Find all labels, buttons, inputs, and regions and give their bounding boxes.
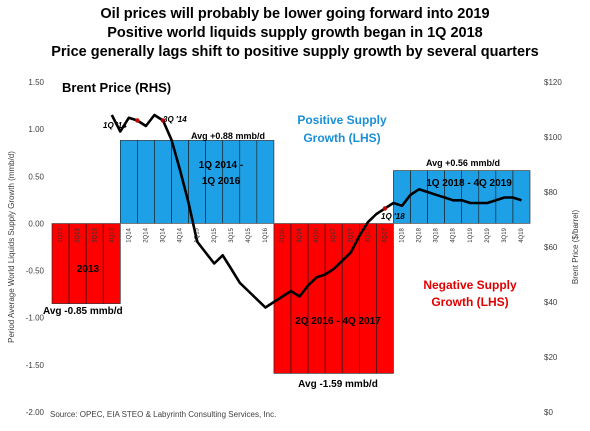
annotation-8: 1Q 2016 bbox=[202, 176, 241, 187]
chart-title-line-3: Price generally lags shift to positive s… bbox=[51, 44, 539, 60]
y-tick-label: 0.00 bbox=[28, 219, 44, 228]
bar-1Q14 bbox=[119, 140, 138, 224]
category-label-4Q18: 4Q18 bbox=[451, 227, 457, 242]
annotation-14: Growth (LHS) bbox=[431, 295, 508, 309]
category-label-4Q13: 4Q13 bbox=[109, 227, 115, 242]
category-label-1Q13: 1Q13 bbox=[58, 227, 64, 242]
category-label-4Q14: 4Q14 bbox=[178, 227, 184, 242]
category-label-3Q16: 3Q16 bbox=[297, 227, 303, 242]
bar-1Q16 bbox=[256, 140, 275, 224]
y2-tick-label: $80 bbox=[544, 188, 558, 197]
y-tick-label: 1.00 bbox=[28, 125, 44, 134]
brent-price-line bbox=[110, 113, 522, 309]
annotation-12: Avg -1.59 mmb/d bbox=[298, 379, 378, 390]
bar-4Q15 bbox=[239, 140, 258, 224]
bar-3Q16 bbox=[290, 223, 309, 374]
category-label-3Q17: 3Q17 bbox=[365, 227, 371, 242]
category-label-4Q17: 4Q17 bbox=[382, 227, 388, 242]
y-axis-title: Period Average World Liquids Supply Grow… bbox=[7, 151, 16, 343]
y-tick-label: -0.50 bbox=[26, 267, 45, 276]
category-label-1Q18: 1Q18 bbox=[400, 227, 406, 242]
y2-axis-title: Brent Price ($/barrel) bbox=[571, 210, 580, 285]
chart-title-line-1: Oil prices will probably be lower going … bbox=[100, 6, 490, 22]
bar-2Q14 bbox=[137, 140, 155, 224]
category-label-1Q14: 1Q14 bbox=[126, 227, 132, 242]
y2-tick-label: $40 bbox=[544, 298, 558, 307]
price-marker-1 bbox=[160, 118, 166, 123]
category-label-3Q19: 3Q19 bbox=[502, 227, 508, 242]
category-label-4Q15: 4Q15 bbox=[246, 227, 252, 242]
annotation-2: 3Q '14 bbox=[163, 115, 187, 124]
annotation-3: 1Q '18 bbox=[381, 212, 405, 221]
chart-title-line-2: Positive world liquids supply growth beg… bbox=[107, 25, 483, 41]
annotation-9: 2013 bbox=[77, 264, 100, 275]
annotation-0: Brent Price (RHS) bbox=[62, 80, 171, 95]
bar-3Q17 bbox=[358, 223, 377, 374]
category-label-2Q17: 2Q17 bbox=[348, 227, 354, 242]
bar-2Q17 bbox=[341, 223, 360, 374]
category-label-2Q13: 2Q13 bbox=[75, 227, 81, 242]
category-label-2Q15: 2Q15 bbox=[212, 227, 218, 242]
y-tick-label: 0.50 bbox=[28, 172, 44, 181]
annotation-7: 1Q 2014 - bbox=[199, 160, 243, 171]
annotation-15: Avg +0.56 mmb/d bbox=[426, 158, 500, 168]
category-label-2Q18: 2Q18 bbox=[417, 227, 423, 242]
annotation-10: Avg -0.85 mmb/d bbox=[43, 306, 123, 317]
category-label-1Q16: 1Q16 bbox=[263, 227, 269, 242]
category-label-3Q18: 3Q18 bbox=[434, 227, 440, 242]
category-label-4Q19: 4Q19 bbox=[519, 227, 525, 242]
category-label-2Q19: 2Q19 bbox=[485, 227, 491, 242]
source-note: Source: OPEC, EIA STEO & Labyrinth Consu… bbox=[50, 410, 277, 419]
category-label-3Q13: 3Q13 bbox=[92, 227, 98, 242]
bar-4Q17 bbox=[376, 223, 394, 374]
price-marker-2 bbox=[382, 206, 388, 211]
annotation-5: Positive Supply bbox=[297, 113, 387, 127]
annotation-4: Avg +0.88 mmb/d bbox=[191, 131, 265, 141]
annotation-16: 1Q 2018 - 4Q 2019 bbox=[426, 178, 512, 189]
category-label-3Q15: 3Q15 bbox=[229, 227, 235, 242]
y-tick-label: 1.50 bbox=[28, 78, 44, 87]
category-label-1Q19: 1Q19 bbox=[468, 227, 474, 242]
bar-2Q16 bbox=[273, 223, 292, 374]
annotation-13: Negative Supply bbox=[423, 278, 517, 292]
bar-3Q14 bbox=[154, 140, 172, 224]
annotation-11: 2Q 2016 - 4Q 2017 bbox=[295, 316, 381, 327]
category-label-1Q17: 1Q17 bbox=[331, 227, 337, 242]
category-label-1Q15: 1Q15 bbox=[195, 227, 201, 242]
y-tick-label: -2.00 bbox=[26, 408, 45, 417]
y-tick-label: -1.00 bbox=[26, 314, 45, 323]
y2-tick-label: $120 bbox=[544, 78, 562, 87]
bar-4Q16 bbox=[307, 223, 326, 374]
y2-tick-label: $20 bbox=[544, 353, 558, 362]
category-label-3Q14: 3Q14 bbox=[161, 227, 167, 242]
y2-tick-label: $0 bbox=[544, 408, 553, 417]
category-label-2Q16: 2Q16 bbox=[280, 227, 286, 242]
y2-tick-label: $60 bbox=[544, 243, 558, 252]
y2-tick-label: $100 bbox=[544, 133, 562, 142]
annotation-6: Growth (LHS) bbox=[303, 131, 380, 145]
bar-2Q18 bbox=[410, 170, 428, 224]
y-tick-label: -1.50 bbox=[26, 361, 45, 370]
bar-1Q17 bbox=[324, 223, 343, 374]
price-marker-0 bbox=[135, 118, 140, 123]
annotation-1: 1Q '14 bbox=[103, 121, 127, 130]
category-label-4Q16: 4Q16 bbox=[314, 227, 320, 242]
category-label-2Q14: 2Q14 bbox=[143, 227, 149, 242]
